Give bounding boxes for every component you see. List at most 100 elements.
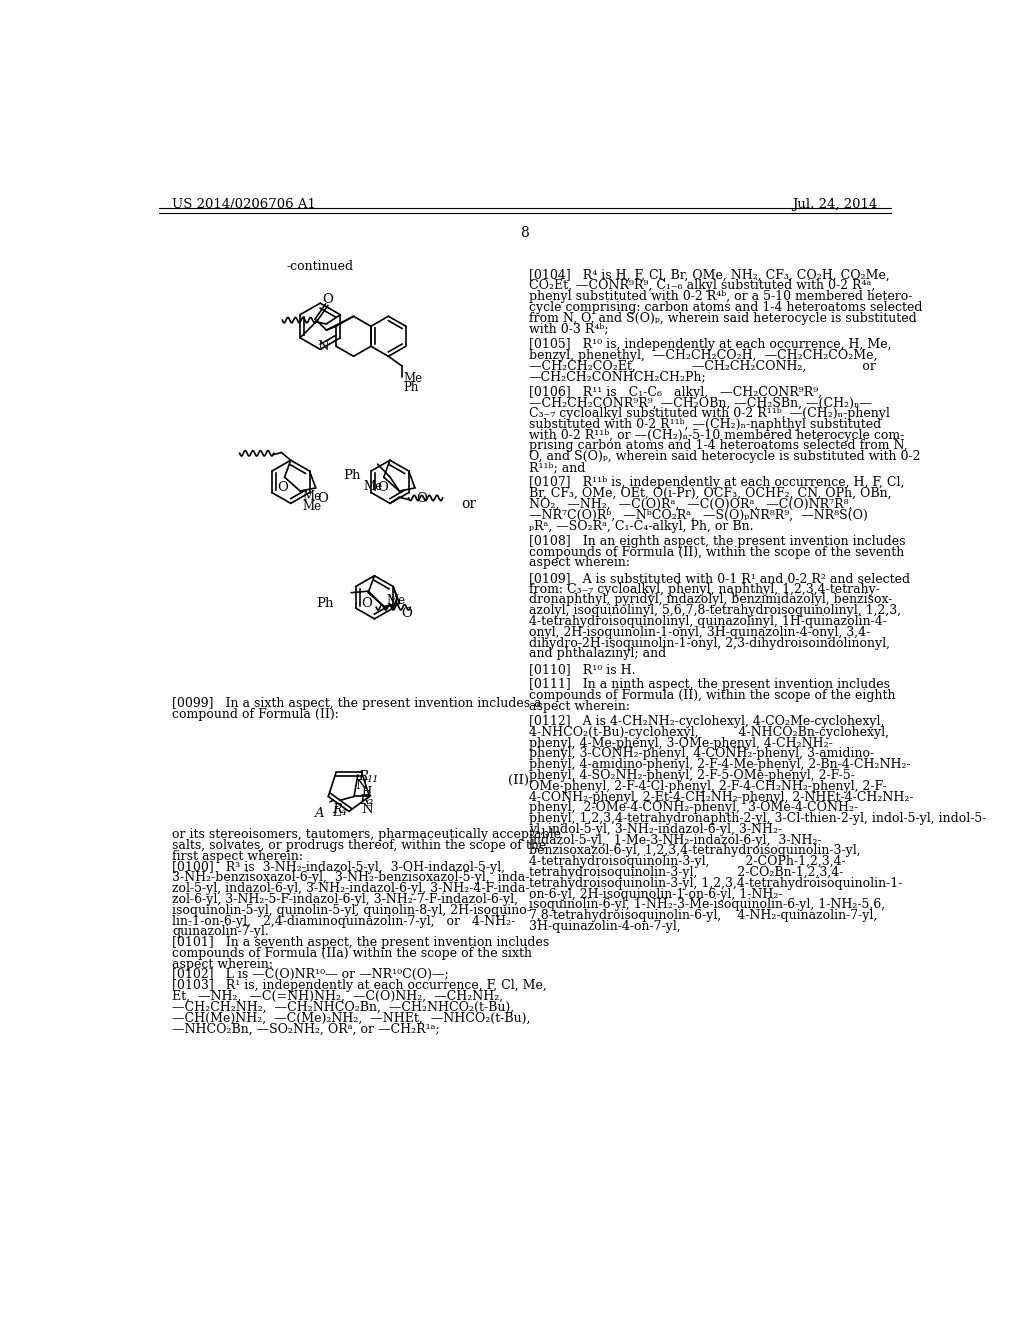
Text: phenyl,  2-OMe-4-CONH₂-phenyl,  3-OMe-4-CONH₂-: phenyl, 2-OMe-4-CONH₂-phenyl, 3-OMe-4-CO… (528, 801, 858, 814)
Text: tetrahydroisoquinolin-3-yl,          2-CO₂Bn-1,2,3,4-: tetrahydroisoquinolin-3-yl, 2-CO₂Bn-1,2,… (528, 866, 843, 879)
Text: Ph: Ph (343, 469, 360, 482)
Text: compound of Formula (II):: compound of Formula (II): (172, 708, 339, 721)
Text: compounds of Formula (IIa) within the scope of the sixth: compounds of Formula (IIa) within the sc… (172, 946, 532, 960)
Text: Me: Me (302, 500, 322, 513)
Text: R: R (332, 803, 342, 816)
Text: O: O (361, 597, 372, 610)
Text: O: O (278, 480, 289, 494)
Text: cycle comprising: carbon atoms and 1-4 heteroatoms selected: cycle comprising: carbon atoms and 1-4 h… (528, 301, 923, 314)
Text: [0099]   In a sixth aspect, the present invention includes a: [0099] In a sixth aspect, the present in… (172, 697, 542, 710)
Text: [0111]   In a ninth aspect, the present invention includes: [0111] In a ninth aspect, the present in… (528, 678, 890, 692)
Text: benzyl, phenethyl,  —CH₂CH₂CO₂H,  —CH₂CH₂CO₂Me,: benzyl, phenethyl, —CH₂CH₂CO₂H, —CH₂CH₂C… (528, 348, 877, 362)
Text: zol-6-yl, 3-NH₂-5-F-indazol-6-yl, 3-NH₂-7-F-indazol-6-yl,: zol-6-yl, 3-NH₂-5-F-indazol-6-yl, 3-NH₂-… (172, 892, 518, 906)
Text: —CH₂CH₂CONHCH₂CH₂Ph;: —CH₂CH₂CONHCH₂CH₂Ph; (528, 370, 707, 383)
Text: —CH₂CH₂CONR⁹R⁹, —CH₂OBn, —CH₂SBn, —(CH₂)ₙ—: —CH₂CH₂CONR⁹R⁹, —CH₂OBn, —CH₂SBn, —(CH₂)… (528, 396, 871, 409)
Text: ₚRᵃ, —SO₂Rᵃ, C₁-C₄-alkyl, Ph, or Bn.: ₚRᵃ, —SO₂Rᵃ, C₁-C₄-alkyl, Ph, or Bn. (528, 520, 754, 532)
Text: [0105]   R¹⁰ is, independently at each occurrence, H, Me,: [0105] R¹⁰ is, independently at each occ… (528, 338, 891, 351)
Text: salts, solvates, or prodrugs thereof, within the scope of the: salts, solvates, or prodrugs thereof, wi… (172, 840, 547, 853)
Text: 4-NHCO₂(t-Bu)-cyclohexyl,          4-NHCO₂Bn-cyclohexyl,: 4-NHCO₂(t-Bu)-cyclohexyl, 4-NHCO₂Bn-cycl… (528, 726, 889, 739)
Text: 3-NH₂-benzisoxazol-6-yl,  3-NH₂-benzisoxazol-5-yl,  inda-: 3-NH₂-benzisoxazol-6-yl, 3-NH₂-benzisoxa… (172, 871, 529, 884)
Text: [0112]   A is 4-CH₂NH₂-cyclohexyl, 4-CO₂Me-cyclohexyl,: [0112] A is 4-CH₂NH₂-cyclohexyl, 4-CO₂Me… (528, 715, 884, 729)
Text: phenyl, 4-Me-phenyl, 3-OMe-phenyl, 4-CH₂NH₂-: phenyl, 4-Me-phenyl, 3-OMe-phenyl, 4-CH₂… (528, 737, 833, 750)
Text: 7,8-tetrahydroisoquinolin-6-yl,    4-NH₂-quinazolin-7-yl,: 7,8-tetrahydroisoquinolin-6-yl, 4-NH₂-qu… (528, 909, 877, 923)
Text: and phthalazinyl; and: and phthalazinyl; and (528, 647, 666, 660)
Text: from: C₃₋₇ cycloalkyl, phenyl, naphthyl, 1,2,3,4-tetrahy-: from: C₃₋₇ cycloalkyl, phenyl, naphthyl,… (528, 582, 880, 595)
Text: —CH₂CH₂CO₂Et,              —CH₂CH₂CONH₂,              or: —CH₂CH₂CO₂Et, —CH₂CH₂CONH₂, or (528, 359, 876, 372)
Text: 4-tetrahydroisoquinolinyl, quinazolinyl, 1H-quinazolin-4-: 4-tetrahydroisoquinolinyl, quinazolinyl,… (528, 615, 887, 628)
Text: N: N (361, 804, 374, 816)
Text: [0108]   In an eighth aspect, the present invention includes: [0108] In an eighth aspect, the present … (528, 535, 905, 548)
Text: Ph: Ph (403, 381, 419, 393)
Text: [0104]   R⁴ is H, F, Cl, Br, OMe, NH₂, CF₃, CO₂H, CO₂Me,: [0104] R⁴ is H, F, Cl, Br, OMe, NH₂, CF₃… (528, 268, 890, 281)
Text: R¹¹ᵇ; and: R¹¹ᵇ; and (528, 461, 585, 474)
Text: dronaphthyl, pyridyl, indazolyl, benzimidazolyl, benzisox-: dronaphthyl, pyridyl, indazolyl, benzimi… (528, 594, 892, 606)
Text: isoquinolin-5-yl, quinolin-5-yl, quinolin-8-yl, 2H-isoquino-: isoquinolin-5-yl, quinolin-5-yl, quinoli… (172, 904, 531, 917)
Text: prising carbon atoms and 1-4 heteroatoms selected from N,: prising carbon atoms and 1-4 heteroatoms… (528, 440, 907, 453)
Text: —CH(Me)NH₂,  —C(Me)₂NH₂,  —NHEt,  —NHCO₂(t-Bu),: —CH(Me)NH₂, —C(Me)₂NH₂, —NHEt, —NHCO₂(t-… (172, 1011, 530, 1024)
Text: [0109]   A is substituted with 0-1 R¹ and 0-2 R² and selected: [0109] A is substituted with 0-1 R¹ and … (528, 572, 909, 585)
Text: dihydro-2H-isoquinolin-1-onyl, 2,3-dihydroisoindolinonyl,: dihydro-2H-isoquinolin-1-onyl, 2,3-dihyd… (528, 636, 890, 649)
Text: 3H-quinazolin-4-on-7-yl,: 3H-quinazolin-4-on-7-yl, (528, 920, 680, 933)
Text: compounds of Formula (II), within the scope of the seventh: compounds of Formula (II), within the sc… (528, 545, 904, 558)
Text: 4: 4 (340, 808, 346, 817)
Text: first aspect wherein:: first aspect wherein: (172, 850, 303, 863)
Text: indazol-5-yl,  1-Me-3-NH₂-indazol-6-yl,  3-NH₂-: indazol-5-yl, 1-Me-3-NH₂-indazol-6-yl, 3… (528, 834, 821, 846)
Text: CO₂Et, —CONR⁹R⁹, C₁₋₆ alkyl substituted with 0-2 R⁴ᵃ,: CO₂Et, —CONR⁹R⁹, C₁₋₆ alkyl substituted … (528, 280, 874, 292)
Text: -continued: -continued (287, 260, 353, 273)
Text: Br, CF₃, OMe, OEt, O(i-Pr), OCF₃, OCHF₂, CN, OPh, OBn,: Br, CF₃, OMe, OEt, O(i-Pr), OCF₃, OCHF₂,… (528, 487, 891, 500)
Text: —NR⁷C(O)Rᵇ,  —NᵇCO₂Rᵃ,  —S(O)ₚNR⁸R⁹,  —NR⁸S(O): —NR⁷C(O)Rᵇ, —NᵇCO₂Rᵃ, —S(O)ₚNR⁸R⁹, —NR⁸S… (528, 508, 867, 521)
Text: N: N (317, 341, 329, 354)
Text: phenyl, 4-SO₂NH₂-phenyl, 2-F-5-OMe-phenyl, 2-F-5-: phenyl, 4-SO₂NH₂-phenyl, 2-F-5-OMe-pheny… (528, 770, 855, 781)
Text: 3: 3 (367, 800, 374, 808)
Text: from N, O, and S(O)ₚ, wherein said heterocycle is substituted: from N, O, and S(O)ₚ, wherein said heter… (528, 312, 916, 325)
Text: C₃₋₇ cycloalkyl substituted with 0-2 R¹¹ᵇ, —(CH₂)ₙ-phenyl: C₃₋₇ cycloalkyl substituted with 0-2 R¹¹… (528, 407, 890, 420)
Text: yl, indol-5-yl, 3-NH₂-indazol-6-yl, 3-NH₂-: yl, indol-5-yl, 3-NH₂-indazol-6-yl, 3-NH… (528, 822, 781, 836)
Text: [0101]   In a seventh aspect, the present invention includes: [0101] In a seventh aspect, the present … (172, 936, 550, 949)
Text: [0100]   R³ is  3-NH₂-indazol-5-yl,  3-OH-indazol-5-yl,: [0100] R³ is 3-NH₂-indazol-5-yl, 3-OH-in… (172, 861, 505, 874)
Text: Ph: Ph (316, 598, 334, 610)
Text: lin-1-on-6-yl,   2,4-diaminoquinazolin-7-yl,   or   4-NH₂-: lin-1-on-6-yl, 2,4-diaminoquinazolin-7-y… (172, 915, 515, 928)
Text: aspect wherein:: aspect wherein: (528, 700, 630, 713)
Text: NO₂,  —NH₂,  —C(O)Rᵃ,  —C(O)ORᵃ,  —C(O)NR⁷R⁸,: NO₂, —NH₂, —C(O)Rᵃ, —C(O)ORᵃ, —C(O)NR⁷R⁸… (528, 498, 852, 511)
Text: azolyl, isoquinolinyl, 5,6,7,8-tetrahydroisoquinolinyl, 1,2,3,: azolyl, isoquinolinyl, 5,6,7,8-tetrahydr… (528, 605, 901, 618)
Text: O: O (322, 293, 333, 306)
Text: 11: 11 (367, 775, 379, 784)
Text: or: or (461, 498, 476, 511)
Text: O: O (417, 492, 427, 504)
Text: Et,  —NH₂,  —C(=NH)NH₂,  —C(O)NH₂,  —CH₂NH₂,: Et, —NH₂, —C(=NH)NH₂, —C(O)NH₂, —CH₂NH₂, (172, 990, 504, 1003)
Text: H: H (361, 787, 372, 800)
Text: OMe-phenyl, 2-F-4-Cl-phenyl, 2-F-4-CH₂NH₂-phenyl, 2-F-: OMe-phenyl, 2-F-4-Cl-phenyl, 2-F-4-CH₂NH… (528, 780, 887, 793)
Text: 8: 8 (520, 226, 529, 240)
Text: isoquinolin-6-yl, 1-NH₂-3-Me-isoquinolin-6-yl, 1-NH₂-5,6,: isoquinolin-6-yl, 1-NH₂-3-Me-isoquinolin… (528, 899, 885, 911)
Text: R: R (358, 770, 369, 783)
Text: phenyl substituted with 0-2 R⁴ᵇ, or a 5-10 membered hetero-: phenyl substituted with 0-2 R⁴ᵇ, or a 5-… (528, 290, 912, 304)
Text: zol-5-yl, indazol-6-yl, 3-NH₂-indazol-6-yl, 3-NH₂-4-F-inda-: zol-5-yl, indazol-6-yl, 3-NH₂-indazol-6-… (172, 882, 529, 895)
Text: [0107]   R¹¹ᵇ is, independently at each occurrence, H, F, Cl,: [0107] R¹¹ᵇ is, independently at each oc… (528, 477, 904, 490)
Text: Me: Me (364, 480, 382, 494)
Text: —NHCO₂Bn, —SO₂NH₂, ORᵃ, or —CH₂R¹ᵃ;: —NHCO₂Bn, —SO₂NH₂, ORᵃ, or —CH₂R¹ᵃ; (172, 1022, 440, 1035)
Text: aspect wherein:: aspect wherein: (172, 958, 273, 970)
Text: [0110]   R¹⁰ is H.: [0110] R¹⁰ is H. (528, 663, 635, 676)
Text: tetrahydroisoquinolin-3-yl, 1,2,3,4-tetrahydroisoquinolin-1-: tetrahydroisoquinolin-3-yl, 1,2,3,4-tetr… (528, 876, 902, 890)
Text: —CH₂CH₂NH₂,  —CH₂NHCO₂Bn,  —CH₂NHCO₂(t-Bu),: —CH₂CH₂NH₂, —CH₂NHCO₂Bn, —CH₂NHCO₂(t-Bu)… (172, 1001, 514, 1014)
Text: phenyl, 3-CONH₂-phenyl, 4-CONH₂-phenyl, 3-amidino-: phenyl, 3-CONH₂-phenyl, 4-CONH₂-phenyl, … (528, 747, 873, 760)
Text: 4-tetrahydroisoquinolin-3-yl,         2-COPh-1,2,3,4-: 4-tetrahydroisoquinolin-3-yl, 2-COPh-1,2… (528, 855, 846, 869)
Text: phenyl, 1,2,3,4-tetrahydronaphth-2-yl, 3-Cl-thien-2-yl, indol-5-yl, indol-5-: phenyl, 1,2,3,4-tetrahydronaphth-2-yl, 3… (528, 812, 986, 825)
Text: O: O (401, 607, 412, 620)
Text: with 0-2 R¹¹ᵇ, or —(CH₂)ₙ-5-10 membered heterocycle com-: with 0-2 R¹¹ᵇ, or —(CH₂)ₙ-5-10 membered … (528, 429, 904, 442)
Text: Jul. 24, 2014: Jul. 24, 2014 (793, 198, 878, 211)
Text: O, and S(O)ₚ, wherein said heterocycle is substituted with 0-2: O, and S(O)ₚ, wherein said heterocycle i… (528, 450, 921, 463)
Text: with 0-3 R⁴ᵇ;: with 0-3 R⁴ᵇ; (528, 322, 608, 335)
Text: [0102]   L is —C(O)NR¹⁰— or —NR¹⁰C(O)—;: [0102] L is —C(O)NR¹⁰— or —NR¹⁰C(O)—; (172, 969, 449, 982)
Text: R: R (359, 793, 370, 807)
Text: O: O (317, 492, 328, 504)
Text: onyl, 2H-isoquinolin-1-onyl, 3H-quinazolin-4-onyl, 3,4-: onyl, 2H-isoquinolin-1-onyl, 3H-quinazol… (528, 626, 870, 639)
Text: substituted with 0-2 R¹¹ᵇ, —(CH₂)ₙ-naphthyl substituted: substituted with 0-2 R¹¹ᵇ, —(CH₂)ₙ-napht… (528, 418, 881, 430)
Text: O: O (377, 480, 388, 494)
Text: 4-CONH₂-phenyl, 2-Et-4-CH₂NH₂-phenyl, 2-NHEt-4-CH₂NH₂-: 4-CONH₂-phenyl, 2-Et-4-CH₂NH₂-phenyl, 2-… (528, 791, 913, 804)
Text: quinazolin-7-yl.: quinazolin-7-yl. (172, 925, 269, 939)
Text: L: L (333, 805, 341, 818)
Text: A: A (314, 808, 325, 820)
Text: (II): (II) (508, 775, 528, 788)
Text: Me: Me (386, 594, 406, 607)
